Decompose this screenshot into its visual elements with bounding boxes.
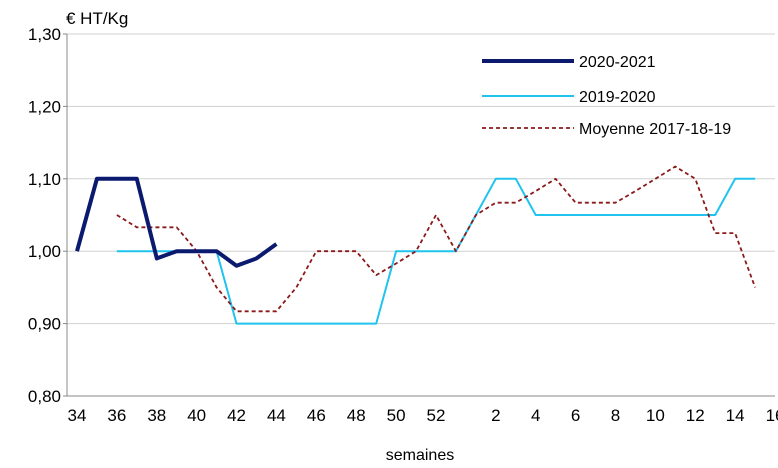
x-tick-label: 38 (147, 406, 166, 425)
x-tick-label: 16 (766, 406, 778, 425)
x-tick-labels: 34363840424446485052246810121416 (68, 406, 778, 425)
y-tick-labels: 0,80 0,90 1,00 1,10 1,20 1,30 (28, 25, 61, 406)
y-tick-label: 1,00 (28, 242, 61, 261)
legend-label: Moyenne 2017-18-19 (579, 121, 731, 138)
grid-lines (67, 33, 775, 325)
series-line-3 (116, 165, 756, 313)
axes (63, 33, 775, 397)
y-tick-label: 1,20 (28, 97, 61, 116)
x-tick-label: 50 (387, 406, 406, 425)
series-lines (75, 165, 756, 325)
x-tick-label: 4 (531, 406, 540, 425)
x-tick-label: 2 (491, 406, 500, 425)
x-tick-label: 44 (267, 406, 286, 425)
x-tick-label: 6 (571, 406, 580, 425)
x-tick-label: 42 (227, 406, 246, 425)
x-tick-label: 10 (646, 406, 665, 425)
legend: 2020-2021 2019-2020 Moyenne 2017-18-19 (482, 54, 731, 138)
legend-label: 2020-2021 (579, 54, 656, 71)
x-tick-label: 40 (187, 406, 206, 425)
y-tick-label: 1,30 (28, 25, 61, 44)
y-tick-label: 0,80 (28, 387, 61, 406)
x-tick-label: 46 (307, 406, 326, 425)
y-axis-label: € HT/Kg (66, 9, 128, 28)
x-tick-label: 36 (107, 406, 126, 425)
x-tick-label: 52 (427, 406, 446, 425)
x-tick-label: 12 (686, 406, 705, 425)
y-tick-label: 1,10 (28, 170, 61, 189)
x-tick-label: 48 (347, 406, 366, 425)
x-tick-label: 34 (68, 406, 87, 425)
series-line-2 (116, 177, 756, 325)
series-line-1 (75, 176, 278, 268)
x-tick-label: 14 (726, 406, 745, 425)
x-tick-label: 8 (611, 406, 620, 425)
legend-label: 2019-2020 (579, 89, 656, 106)
x-axis-label: semaines (386, 447, 454, 463)
y-tick-label: 0,90 (28, 315, 61, 334)
